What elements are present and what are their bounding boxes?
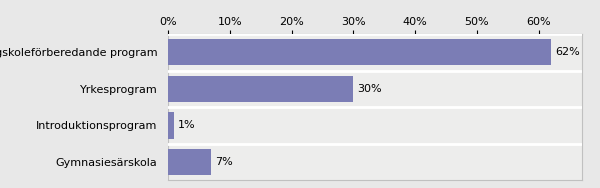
Bar [168,112,174,139]
Text: 30%: 30% [357,84,382,94]
Bar [168,76,353,102]
Text: 7%: 7% [215,157,233,167]
Bar [168,39,551,65]
Bar [168,149,211,175]
Text: 62%: 62% [555,47,580,57]
Text: 1%: 1% [178,121,196,130]
